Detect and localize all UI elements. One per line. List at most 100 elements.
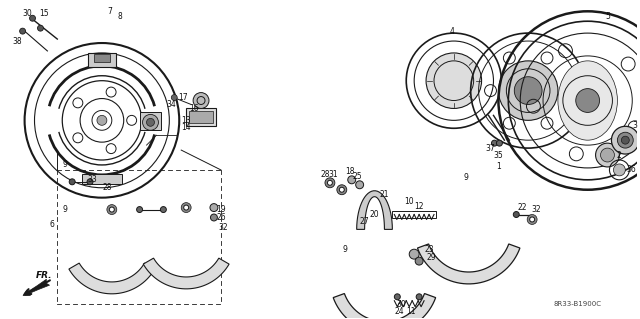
Bar [88,53,116,67]
Bar [186,108,216,126]
Circle shape [530,217,534,222]
Text: 15: 15 [40,9,49,18]
Text: 9: 9 [63,205,68,214]
Text: 27: 27 [360,217,369,226]
Text: 35: 35 [493,151,503,160]
Text: 12: 12 [414,202,424,211]
Text: 32: 32 [218,223,228,232]
Circle shape [596,143,620,167]
Circle shape [621,136,629,144]
Text: 37: 37 [486,144,495,152]
Circle shape [147,118,154,126]
Text: 9: 9 [342,245,348,254]
Polygon shape [356,191,392,229]
Text: 22: 22 [518,203,527,212]
Circle shape [181,203,191,212]
Text: 3: 3 [633,121,637,130]
Polygon shape [69,263,155,294]
Circle shape [143,115,159,130]
Circle shape [515,77,542,105]
Text: 36: 36 [627,166,636,174]
Circle shape [328,180,332,185]
Circle shape [211,214,218,221]
Text: 23: 23 [424,245,434,254]
Circle shape [109,207,115,212]
Text: 11: 11 [406,307,416,316]
Circle shape [172,94,177,100]
Text: 24: 24 [394,307,404,316]
Text: 30: 30 [396,300,406,309]
Circle shape [210,204,218,211]
Text: 9: 9 [63,160,68,169]
Bar [189,111,213,123]
Text: 7: 7 [108,7,112,16]
Text: 29: 29 [426,253,436,262]
Text: 14: 14 [181,123,191,132]
Circle shape [394,294,400,300]
Circle shape [325,178,335,188]
Circle shape [136,207,143,212]
Text: 10: 10 [404,197,414,206]
Text: 17: 17 [179,93,188,102]
Circle shape [356,181,364,189]
Text: 16: 16 [189,104,199,113]
Ellipse shape [558,61,618,140]
Circle shape [348,176,356,184]
Circle shape [69,179,75,185]
Circle shape [611,126,639,154]
Circle shape [87,179,93,185]
Circle shape [29,15,35,21]
Bar [140,112,161,130]
Text: 19: 19 [216,205,226,214]
Circle shape [339,187,344,192]
Text: 38: 38 [13,37,22,46]
Circle shape [107,204,116,214]
Text: 28: 28 [320,170,330,179]
Circle shape [513,211,519,218]
Text: 13: 13 [181,116,191,125]
Text: 28: 28 [102,183,111,192]
Text: 5: 5 [605,12,610,21]
Text: 34: 34 [166,100,176,109]
Text: 4: 4 [449,26,454,36]
Polygon shape [333,293,436,319]
Text: 21: 21 [380,190,389,199]
Bar [82,174,122,184]
Bar [392,211,436,219]
Text: 20: 20 [370,210,380,219]
Polygon shape [417,244,520,284]
Text: 8: 8 [117,12,122,21]
Circle shape [97,115,107,125]
Text: FR.: FR. [36,271,52,280]
Circle shape [492,140,497,146]
Text: 32: 32 [531,205,541,214]
Text: 2: 2 [617,151,621,160]
Text: 25: 25 [353,172,362,181]
Bar [94,54,110,62]
Circle shape [497,140,502,146]
Circle shape [499,61,558,120]
Text: 33: 33 [87,175,97,184]
Circle shape [337,185,347,195]
Text: 26: 26 [216,213,226,222]
Circle shape [426,53,481,108]
Circle shape [618,132,633,148]
Text: 8R33-B1900C: 8R33-B1900C [554,301,602,307]
Circle shape [409,249,419,259]
Circle shape [527,214,537,225]
Text: 9: 9 [463,173,468,182]
Circle shape [193,93,209,108]
Circle shape [613,164,625,176]
Circle shape [184,205,189,210]
Circle shape [415,257,423,265]
Text: 18: 18 [345,167,355,176]
Circle shape [161,207,166,212]
Text: 31: 31 [328,170,338,179]
Circle shape [576,89,600,112]
Text: 6: 6 [50,220,55,229]
Text: 30: 30 [22,9,33,18]
Circle shape [38,25,44,31]
Polygon shape [143,258,229,289]
Circle shape [416,294,422,300]
Text: 1: 1 [496,162,501,171]
